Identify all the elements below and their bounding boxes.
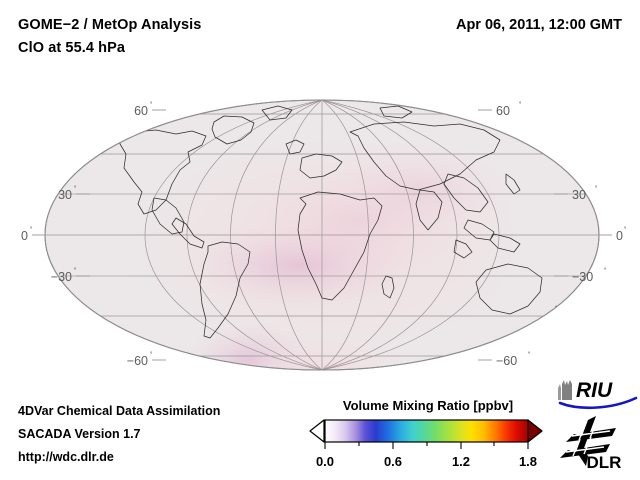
colorbar-tick-2: 1.2 xyxy=(452,454,470,469)
svg-text:˚: ˚ xyxy=(74,267,77,276)
colorbar-block: Volume Mixing Ratio [ppbv] xyxy=(300,398,550,474)
svg-text:˚: ˚ xyxy=(604,267,607,276)
dlr-wordmark: DLR xyxy=(587,453,622,472)
latitude-labels-right: 60 ˚ 30 ˚ 0 ˚ −30 ˚ −60 ˚ xyxy=(478,101,627,368)
colorbar-gradient xyxy=(324,419,529,443)
colorbar: 0.0 0.6 1.2 1.8 xyxy=(309,419,543,469)
lat-label-left-30: 30 xyxy=(58,188,72,202)
svg-text:˚: ˚ xyxy=(624,226,627,235)
map-panel: 60 ˚ 30 ˚ 0 ˚ −30 ˚ −60 ˚ 60 ˚ 30 ˚ 0 ˚ xyxy=(0,70,640,390)
svg-text:˚: ˚ xyxy=(595,185,598,194)
timestamp-label: Apr 06, 2011, 12:00 GMT xyxy=(455,17,622,33)
colorbar-ticks xyxy=(324,442,529,449)
logo-block: RIU DLR xyxy=(552,376,640,472)
lat-label-right-30: 30 xyxy=(572,188,586,202)
lat-label-right-60: 60 xyxy=(496,104,510,118)
svg-text:˚: ˚ xyxy=(150,101,153,110)
riu-wordmark: RIU xyxy=(576,379,613,402)
colorbar-tick-0: 0.0 xyxy=(316,454,334,469)
header-title-block: GOME−2 / MetOp Analysis ClO at 55.4 hPa xyxy=(18,14,201,60)
colorbar-title: Volume Mixing Ratio [ppbv] xyxy=(342,398,514,413)
latitude-labels-left: 60 ˚ 30 ˚ 0 ˚ −30 ˚ −60 ˚ xyxy=(21,101,166,368)
lat-label-left-m30: −30 xyxy=(51,270,72,284)
riu-swoosh-icon xyxy=(558,396,638,410)
instrument-title: GOME−2 / MetOp Analysis xyxy=(18,17,202,33)
colorbar-tick-3: 1.8 xyxy=(519,454,537,469)
graticule-meridians xyxy=(144,100,500,370)
colorbar-tick-1: 0.6 xyxy=(384,454,402,469)
footer-line-url[interactable]: http://wdc.dlr.de xyxy=(18,450,114,464)
svg-text:˚: ˚ xyxy=(519,101,522,110)
colorbar-left-arrow xyxy=(309,419,325,443)
colorbar-right-arrow xyxy=(527,419,543,443)
riu-logo: RIU xyxy=(558,379,638,410)
world-map: 60 ˚ 30 ˚ 0 ˚ −30 ˚ −60 ˚ 60 ˚ 30 ˚ 0 ˚ xyxy=(21,99,627,371)
lat-label-right-m60: −60 xyxy=(496,354,517,368)
svg-text:˚: ˚ xyxy=(150,351,153,360)
lat-label-left-0: 0 xyxy=(21,229,28,243)
dlr-logo: DLR xyxy=(560,416,622,472)
species-level-title: ClO at 55.4 hPa xyxy=(18,40,126,56)
svg-text:˚: ˚ xyxy=(74,185,77,194)
lat-label-left-m60: −60 xyxy=(127,354,148,368)
riu-tower-icon xyxy=(558,380,572,400)
lat-label-right-0: 0 xyxy=(616,229,623,243)
svg-text:˚: ˚ xyxy=(528,351,531,360)
dlr-mark-icon xyxy=(560,416,616,466)
svg-text:˚: ˚ xyxy=(30,226,33,235)
footer-text-block: 4DVar Chemical Data Assimilation SACADA … xyxy=(18,400,220,469)
lat-label-left-60: 60 xyxy=(134,104,148,118)
footer-line-version: SACADA Version 1.7 xyxy=(18,427,141,441)
footer-line-method: 4DVar Chemical Data Assimilation xyxy=(18,404,221,418)
lat-label-right-m30: −30 xyxy=(572,270,593,284)
